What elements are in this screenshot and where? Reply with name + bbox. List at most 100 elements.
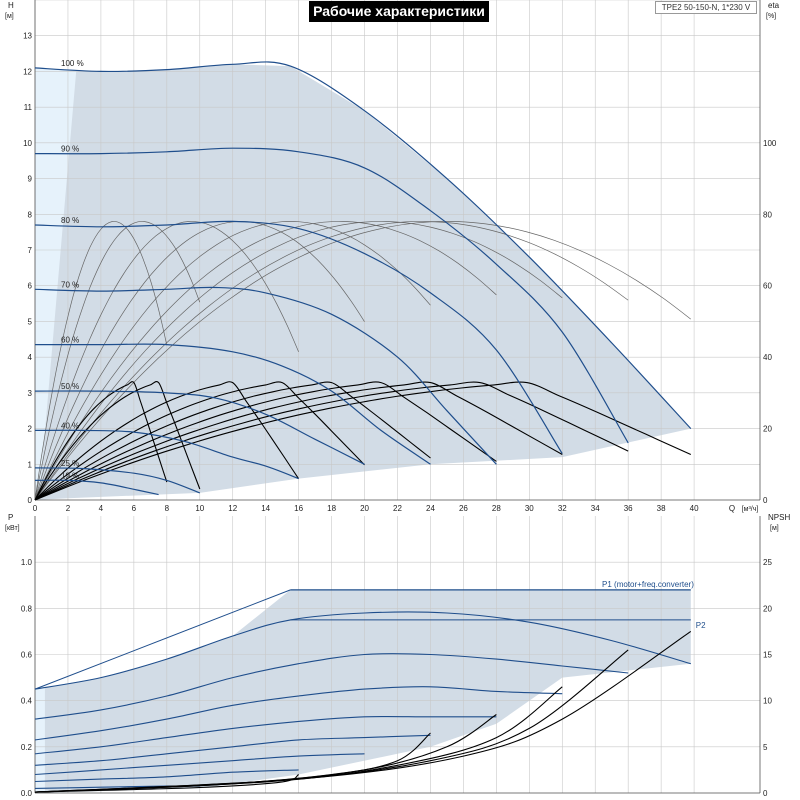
system-curve: [34, 381, 692, 501]
head-curve: [34, 429, 299, 480]
speed-label: 80 %: [61, 216, 79, 225]
upper-envelope-area: [35, 64, 691, 501]
p2-label: P2: [696, 621, 706, 630]
lower-light-area: [35, 686, 45, 793]
y-tick-label-left: 6: [28, 282, 33, 291]
y-tick-label-left-lower: 0.4: [21, 697, 33, 706]
y-tick-label-right: 60: [763, 282, 772, 291]
x-tick-label: 22: [393, 504, 402, 513]
x-tick-label: 14: [261, 504, 270, 513]
head-curve: [35, 343, 431, 465]
power-curve: [34, 611, 691, 690]
x-tick-label: 4: [99, 504, 104, 513]
y-tick-label-left: 7: [28, 246, 33, 255]
y-axis-label-right-lower: NPSH: [768, 513, 790, 522]
head-curve: [34, 390, 365, 465]
speed-label: 70 %: [61, 280, 79, 289]
x-tick-label: 12: [228, 504, 237, 513]
x-tick-label: 34: [591, 504, 600, 513]
system-curve: [34, 381, 497, 501]
system-curve: [34, 381, 201, 501]
pump-model-label: TPE2 50-150-N, 1*230 V: [655, 1, 757, 14]
y-axis-unit-right: [%]: [766, 13, 776, 20]
x-tick-label: 32: [558, 504, 567, 513]
y-tick-label-right-lower: 15: [763, 651, 772, 660]
power-curve: [34, 715, 497, 755]
x-axis-unit: [м³/ч]: [742, 506, 759, 513]
y-axis-label-left: H: [8, 1, 14, 10]
y-tick-label-right-lower: 0: [763, 789, 768, 798]
head-curve: [34, 479, 159, 496]
x-tick-label: 24: [426, 504, 435, 513]
x-tick-label: 38: [657, 504, 666, 513]
speed-label: 60 %: [61, 336, 79, 345]
power-curve: [34, 686, 563, 741]
x-tick-label: 20: [360, 504, 369, 513]
x-tick-label: 8: [165, 504, 170, 513]
y-tick-label-right: 0: [763, 496, 768, 505]
p1-label: P1 (motor+freq.converter): [602, 580, 694, 589]
y-tick-label-left: 5: [28, 317, 33, 326]
x-tick-label: 6: [132, 504, 137, 513]
head-curve: [34, 147, 629, 444]
system-curve: [34, 381, 365, 501]
p1-rise-line: [34, 589, 291, 690]
y-tick-label-right: 80: [763, 210, 772, 219]
efficiency-curve: [34, 221, 563, 501]
y-tick-label-right-lower: 25: [763, 558, 772, 567]
lower-envelope-area: [35, 589, 691, 793]
y-tick-label-right: 100: [763, 139, 777, 148]
y-axis-unit-left: [м]: [5, 13, 14, 20]
y-tick-label-left: 11: [24, 103, 33, 112]
head-curve: [34, 467, 201, 494]
speed-label: 25 %: [61, 459, 79, 468]
y-tick-label-left: 4: [28, 353, 33, 362]
efficiency-curve: [34, 221, 168, 501]
x-tick-label: 10: [195, 504, 204, 513]
y-tick-label-left-lower: 1.0: [21, 558, 33, 567]
system-curve: [34, 381, 629, 501]
y-axis-label-right: eta: [768, 1, 780, 10]
y-tick-label-left: 8: [28, 210, 33, 219]
y-axis-unit-left-lower: [кВт]: [5, 525, 20, 532]
y-tick-label-left: 13: [23, 32, 32, 41]
x-tick-label: 30: [525, 504, 534, 513]
y-tick-label-left: 12: [23, 67, 32, 76]
y-tick-label-left-lower: 0.8: [21, 604, 33, 613]
y-tick-label-left-lower: 0.6: [21, 651, 33, 660]
power-curve: [34, 734, 431, 766]
x-tick-label: 16: [294, 504, 303, 513]
speed-label: 40 %: [61, 421, 79, 430]
y-tick-label-left: 9: [28, 175, 33, 184]
y-tick-label-left: 0: [28, 496, 33, 505]
y-tick-label-right: 40: [763, 353, 772, 362]
efficiency-curve: [34, 221, 692, 501]
y-tick-label-left: 3: [28, 389, 33, 398]
y-tick-label-left: 10: [23, 139, 32, 148]
system-curve: [34, 381, 300, 501]
efficiency-curve: [34, 221, 629, 501]
speed-label: 50 %: [61, 382, 79, 391]
power-curve: [34, 653, 629, 720]
x-tick-label: 28: [492, 504, 501, 513]
speed-label: 90 %: [61, 145, 79, 154]
chart-title: Рабочие характеристики: [309, 1, 489, 22]
head-curve: [34, 286, 497, 465]
efficiency-curve: [34, 221, 201, 501]
x-tick-label: 0: [33, 504, 38, 513]
head-curve: [34, 61, 692, 430]
y-tick-label-left-lower: 0.0: [21, 789, 33, 798]
power-curve: [34, 769, 299, 783]
y-tick-label-right-lower: 5: [763, 743, 768, 752]
npsh-curve: [34, 630, 692, 793]
x-axis-label: Q: [729, 504, 735, 513]
efficiency-curve: [34, 221, 497, 501]
upper-light-area: [35, 67, 77, 501]
system-curve: [34, 381, 563, 501]
y-tick-label-right-lower: 10: [763, 697, 772, 706]
x-tick-label: 26: [459, 504, 468, 513]
y-axis-label-left-lower: P: [8, 513, 13, 522]
speed-label: 100 %: [61, 59, 84, 68]
efficiency-curve: [34, 221, 431, 501]
